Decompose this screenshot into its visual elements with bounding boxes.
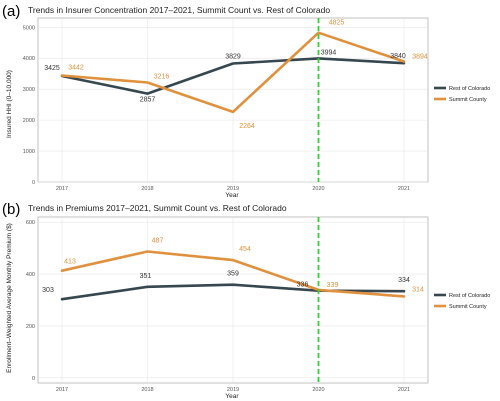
series-lines-a: [60, 18, 406, 182]
data-label: 2857: [140, 97, 156, 104]
x-tick-label: 2021: [398, 186, 410, 192]
data-label: 2264: [239, 123, 255, 130]
x-axis-title-b: Year: [225, 393, 239, 400]
data-label: 303: [42, 287, 54, 294]
x-tick-label: 2020: [312, 186, 324, 192]
data-labels-b: 303 351 359 336 334 413 487 454 339 314: [42, 237, 424, 294]
y-tick-label: 5000: [23, 25, 35, 31]
data-label: 339: [327, 282, 339, 289]
data-label: 351: [140, 273, 152, 280]
chart-panel-b: (b) Trends in Premiums 2017–2021, Summit…: [2, 201, 490, 400]
y-axis-title-b: Enrollment–Weighted Average Monthly Prem…: [6, 223, 13, 373]
grid-a: [37, 17, 429, 183]
x-tick-label: 2019: [227, 387, 239, 393]
x-tick-label: 2017: [56, 186, 68, 192]
y-tick-label: 200: [26, 324, 35, 330]
x-tick-label: 2018: [141, 186, 153, 192]
y-tick-label: 400: [26, 272, 35, 278]
chart-title-a: Trends in Insurer Concentration 2017–202…: [28, 5, 330, 15]
legend-label: Rest of Colorado: [449, 293, 490, 299]
data-label: 3442: [68, 64, 84, 71]
series-line-summit-county: [60, 31, 406, 114]
legend-label: Rest of Colorado: [449, 86, 490, 92]
data-label: 314: [412, 286, 424, 293]
series-line-summit-county: [60, 250, 406, 298]
data-label: 334: [398, 277, 410, 284]
legend-label: Summit County: [449, 304, 487, 310]
data-label: 3829: [225, 54, 241, 61]
x-tick-label: 2018: [141, 387, 153, 393]
data-label: 3216: [154, 73, 170, 80]
chart-panel-a: (a) Trends in Insurer Concentration 2017…: [2, 3, 490, 199]
y-axis-title-a: Insured HHI (0–10,000): [6, 70, 13, 138]
data-label: 336: [297, 282, 309, 289]
tick-labels-b: 0 200 400 600 2017 2018 2019 2020 2021: [26, 220, 410, 393]
legend-b: Rest of Colorado Summit County: [434, 293, 490, 310]
series-lines-b: [60, 217, 406, 383]
data-label: 413: [64, 259, 76, 266]
y-tick-label: 4000: [23, 56, 35, 62]
data-label: 3894: [412, 54, 428, 61]
y-tick-label: 2000: [23, 118, 35, 124]
legend-label: Summit County: [449, 97, 487, 103]
legend-a: Rest of Colorado Summit County: [434, 86, 490, 103]
panel-label-b: (b): [2, 201, 20, 218]
data-labels-a: 3425 2857 3829 3994 3840 3442 3216 2264 4825 3894: [44, 20, 428, 130]
data-label: 454: [239, 246, 251, 253]
y-tick-label: 0: [32, 180, 35, 186]
data-label: 487: [152, 237, 164, 244]
data-label: 3840: [390, 53, 406, 60]
chart-title-b: Trends in Premiums 2017–2021, Summit Cou…: [28, 203, 287, 213]
x-tick-label: 2021: [398, 387, 410, 393]
grid-b: [37, 216, 429, 384]
y-tick-label: 0: [32, 376, 35, 382]
data-label: 4825: [329, 20, 345, 27]
x-tick-label: 2017: [56, 387, 68, 393]
x-tick-label: 2019: [227, 186, 239, 192]
data-label: 3425: [44, 65, 60, 72]
data-label: 3994: [321, 49, 337, 56]
y-tick-label: 3000: [23, 87, 35, 93]
x-tick-label: 2020: [312, 387, 324, 393]
data-label: 359: [227, 271, 239, 278]
y-tick-label: 1000: [23, 149, 35, 155]
x-axis-title-a: Year: [225, 192, 239, 199]
series-line-rest-of-colorado: [60, 57, 406, 95]
panel-label-a: (a): [2, 3, 20, 20]
tick-labels-a: 0 1000 2000 3000 4000 5000 2017 2018 2019 2020 202…: [23, 25, 410, 192]
y-tick-label: 600: [26, 220, 35, 226]
